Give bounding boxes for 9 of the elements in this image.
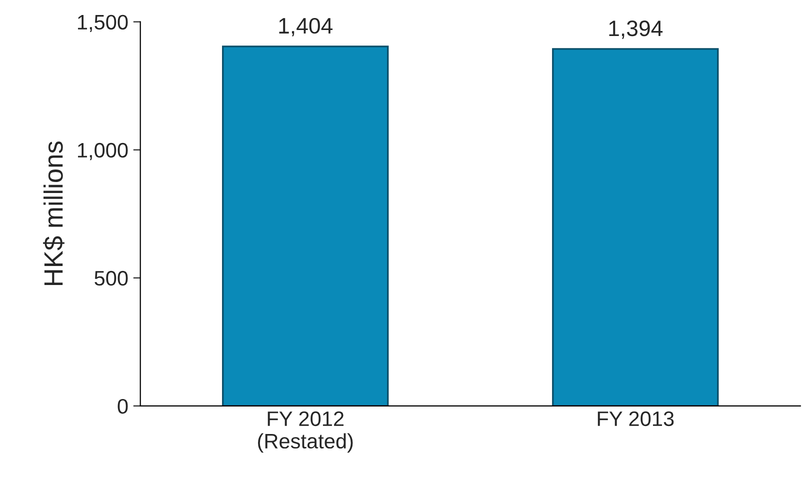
y-axis-title: HK$ millions [43,142,64,286]
y-tick-label: 0 [118,398,128,414]
y-tick-label: 1,500 [78,14,128,32]
y-tick-label: 500 [94,270,128,286]
y-tick-label: 1,000 [78,142,128,160]
x-tick-label: FY 2013 [598,411,674,426]
data-label: 1,404 [279,18,333,36]
data-label: 1,394 [609,20,663,39]
x-tick-label: FY 2012 (Restated) [258,411,353,453]
